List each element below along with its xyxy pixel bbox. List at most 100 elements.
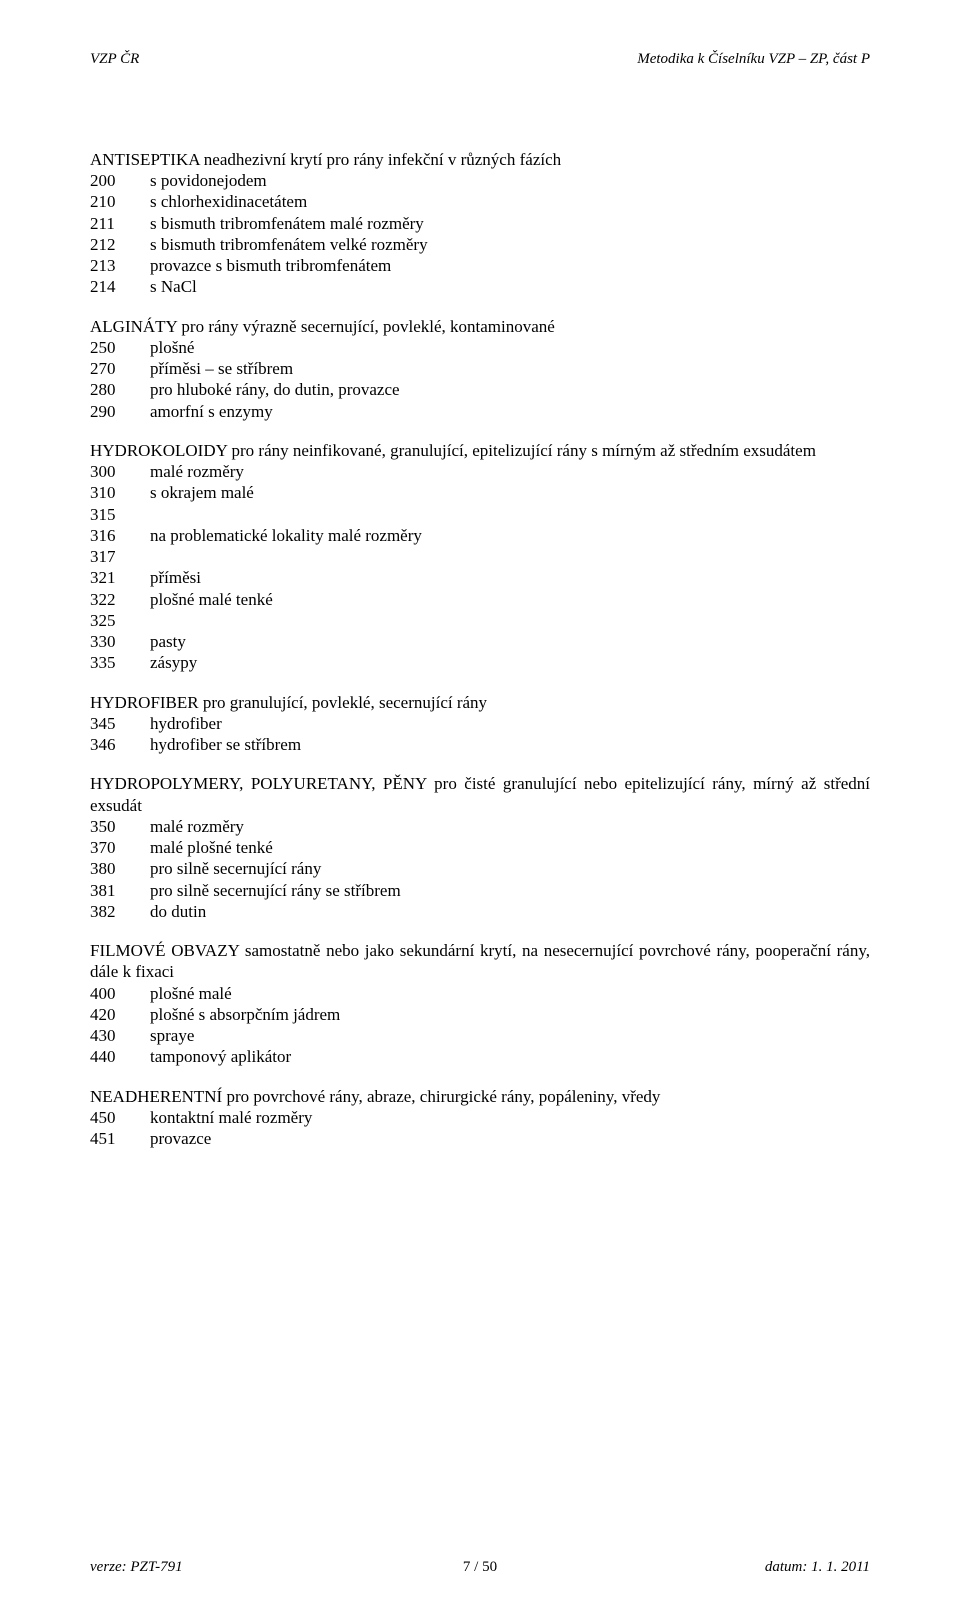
item-code: 250 <box>90 337 150 358</box>
list-item: 310s okrajem malé <box>90 482 870 503</box>
item-code: 316 <box>90 525 150 546</box>
item-text: plošné <box>150 337 194 358</box>
list-item: 380pro silně secernující rány <box>90 858 870 879</box>
item-text: zásypy <box>150 652 197 673</box>
item-text: plošné malé <box>150 983 232 1004</box>
list-item: 450kontaktní malé rozměry <box>90 1107 870 1128</box>
item-code: 213 <box>90 255 150 276</box>
item-code: 315 <box>90 504 150 525</box>
list-item: 213provazce s bismuth tribromfenátem <box>90 255 870 276</box>
item-code: 200 <box>90 170 150 191</box>
item-code: 310 <box>90 482 150 503</box>
item-text: amorfní s enzymy <box>150 401 273 422</box>
section-neadherentni: NEADHERENTNÍ pro povrchové rány, abraze,… <box>90 1086 870 1150</box>
item-text: na problematické lokality malé rozměry <box>150 525 422 546</box>
item-text: pro hluboké rány, do dutin, provazce <box>150 379 400 400</box>
list-item: 325 <box>90 610 870 631</box>
item-text: pro silně secernující rány se stříbrem <box>150 880 401 901</box>
list-item: 250plošné <box>90 337 870 358</box>
item-text: do dutin <box>150 901 206 922</box>
section-hydropolymery: HYDROPOLYMERY, POLYURETANY, PĚNY pro čis… <box>90 773 870 922</box>
section-title: FILMOVÉ OBVAZY samostatně nebo jako seku… <box>90 940 870 983</box>
list-item: 211s bismuth tribromfenátem malé rozměry <box>90 213 870 234</box>
list-item: 420plošné s absorpčním jádrem <box>90 1004 870 1025</box>
item-text: s bismuth tribromfenátem velké rozměry <box>150 234 428 255</box>
item-code: 345 <box>90 713 150 734</box>
item-text: provazce <box>150 1128 211 1149</box>
section-title: HYDROKOLOIDY pro rány neinfikované, gran… <box>90 440 870 461</box>
item-text: s bismuth tribromfenátem malé rozměry <box>150 213 424 234</box>
page-number: 7 / 50 <box>0 1558 960 1577</box>
list-item: 290amorfní s enzymy <box>90 401 870 422</box>
list-item: 317 <box>90 546 870 567</box>
item-text: příměsi <box>150 567 201 588</box>
list-item: 330pasty <box>90 631 870 652</box>
section-title: NEADHERENTNÍ pro povrchové rány, abraze,… <box>90 1086 870 1107</box>
item-text: kontaktní malé rozměry <box>150 1107 312 1128</box>
item-text: provazce s bismuth tribromfenátem <box>150 255 391 276</box>
list-item: 316na problematické lokality malé rozměr… <box>90 525 870 546</box>
list-item: 200s povidonejodem <box>90 170 870 191</box>
item-text: plošné malé tenké <box>150 589 273 610</box>
page: VZP ČR Metodika k Číselníku VZP – ZP, čá… <box>0 0 960 1617</box>
section-filmove-obvazy: FILMOVÉ OBVAZY samostatně nebo jako seku… <box>90 940 870 1068</box>
list-item: 430spraye <box>90 1025 870 1046</box>
item-text: tamponový aplikátor <box>150 1046 291 1067</box>
list-item: 315 <box>90 504 870 525</box>
list-item: 300malé rozměry <box>90 461 870 482</box>
list-item: 382do dutin <box>90 901 870 922</box>
list-item: 440tamponový aplikátor <box>90 1046 870 1067</box>
item-code: 270 <box>90 358 150 379</box>
list-item: 280pro hluboké rány, do dutin, provazce <box>90 379 870 400</box>
item-text: s NaCl <box>150 276 197 297</box>
item-code: 280 <box>90 379 150 400</box>
item-code: 450 <box>90 1107 150 1128</box>
item-code: 420 <box>90 1004 150 1025</box>
item-code: 400 <box>90 983 150 1004</box>
section-title: HYDROFIBER pro granulující, povleklé, se… <box>90 692 870 713</box>
item-code: 211 <box>90 213 150 234</box>
item-text: plošné s absorpčním jádrem <box>150 1004 340 1025</box>
section-antiseptika: ANTISEPTIKA neadhezivní krytí pro rány i… <box>90 149 870 298</box>
item-text: malé rozměry <box>150 461 244 482</box>
item-text: s povidonejodem <box>150 170 267 191</box>
item-code: 212 <box>90 234 150 255</box>
item-code: 440 <box>90 1046 150 1067</box>
item-text: spraye <box>150 1025 194 1046</box>
list-item: 400plošné malé <box>90 983 870 1004</box>
item-code: 346 <box>90 734 150 755</box>
list-item: 210s chlorhexidinacetátem <box>90 191 870 212</box>
section-title: ANTISEPTIKA neadhezivní krytí pro rány i… <box>90 149 870 170</box>
item-code: 382 <box>90 901 150 922</box>
item-text: malé rozměry <box>150 816 244 837</box>
list-item: 370malé plošné tenké <box>90 837 870 858</box>
item-code: 381 <box>90 880 150 901</box>
item-code: 335 <box>90 652 150 673</box>
list-item: 335zásypy <box>90 652 870 673</box>
item-text: příměsi – se stříbrem <box>150 358 293 379</box>
list-item: 270příměsi – se stříbrem <box>90 358 870 379</box>
list-item: 322plošné malé tenké <box>90 589 870 610</box>
section-title: ALGINÁTY pro rány výrazně secernující, p… <box>90 316 870 337</box>
item-text: pro silně secernující rány <box>150 858 321 879</box>
item-code: 214 <box>90 276 150 297</box>
list-item: 214s NaCl <box>90 276 870 297</box>
item-code: 380 <box>90 858 150 879</box>
item-text: hydrofiber <box>150 713 222 734</box>
section-title: HYDROPOLYMERY, POLYURETANY, PĚNY pro čis… <box>90 773 870 816</box>
list-item: 321příměsi <box>90 567 870 588</box>
list-item: 212s bismuth tribromfenátem velké rozměr… <box>90 234 870 255</box>
item-code: 321 <box>90 567 150 588</box>
item-code: 451 <box>90 1128 150 1149</box>
item-code: 370 <box>90 837 150 858</box>
item-text: s okrajem malé <box>150 482 254 503</box>
list-item: 381pro silně secernující rány se stříbre… <box>90 880 870 901</box>
section-alginaty: ALGINÁTY pro rány výrazně secernující, p… <box>90 316 870 422</box>
page-header: VZP ČR Metodika k Číselníku VZP – ZP, čá… <box>90 50 870 69</box>
item-text: pasty <box>150 631 186 652</box>
item-text: s chlorhexidinacetátem <box>150 191 307 212</box>
item-code: 210 <box>90 191 150 212</box>
section-hydrofiber: HYDROFIBER pro granulující, povleklé, se… <box>90 692 870 756</box>
list-item: 346hydrofiber se stříbrem <box>90 734 870 755</box>
item-code: 322 <box>90 589 150 610</box>
